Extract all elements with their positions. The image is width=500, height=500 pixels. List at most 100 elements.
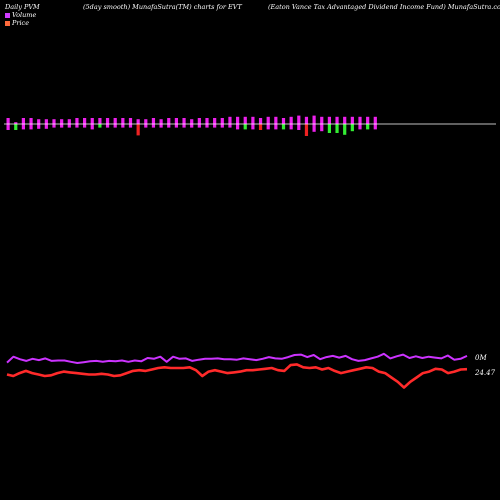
volume-bar-down	[243, 124, 247, 130]
chart-title-middle: (5day smooth) MunafaSutra(TM) charts for…	[83, 3, 242, 11]
volume-bar-up	[98, 118, 102, 124]
volume-line-label: 0M	[475, 354, 487, 362]
volume-bar-down	[37, 124, 41, 129]
volume-bar-down	[182, 124, 186, 128]
volume-bar-down	[167, 124, 171, 128]
volume-bar-up	[304, 116, 309, 124]
volume-bar-up	[37, 119, 41, 124]
volume-bar-up	[335, 116, 339, 124]
volume-bar-down	[281, 124, 286, 130]
chart-title-left: Daily PVM	[5, 3, 40, 11]
volume-bar-down	[159, 124, 163, 128]
volume-bar-up	[220, 118, 224, 124]
volume-bar-down	[251, 124, 255, 130]
volume-bar-down	[190, 124, 194, 128]
volume-bar-up	[151, 118, 156, 124]
volume-bar-down	[312, 124, 316, 132]
volume-bar-down	[151, 124, 156, 128]
volume-bar-up	[60, 119, 64, 124]
volume-bar-down	[213, 124, 217, 128]
volume-bar-up	[320, 116, 324, 124]
volume-bar-down	[113, 124, 117, 128]
volume-bar-down	[297, 124, 301, 130]
volume-bar-up	[105, 118, 110, 124]
legend-label-price: Price	[12, 19, 30, 27]
chart-title-right: (Eaton Vance Tax Advantaged Dividend Inc…	[268, 3, 500, 11]
volume-bar-up	[44, 119, 48, 124]
volume-bar-down	[128, 124, 133, 128]
legend-item-volume: Volume	[5, 11, 36, 19]
volume-bar-up	[343, 116, 347, 124]
volume-bar-down	[83, 124, 87, 128]
legend-swatch-volume	[5, 12, 10, 18]
volume-bar-down	[289, 124, 293, 130]
volume-bar-down	[343, 124, 347, 135]
volume-bar-down	[304, 124, 309, 136]
volume-bar-up	[289, 116, 293, 124]
volume-bar-down	[121, 124, 125, 128]
volume-bar-down	[350, 124, 354, 132]
volume-bar-up	[197, 118, 201, 124]
volume-bar-up	[213, 118, 217, 124]
volume-bar-down	[266, 124, 270, 130]
volume-bar-up	[90, 118, 94, 124]
volume-bar-down	[335, 124, 339, 133]
volume-bar-up	[274, 116, 278, 124]
volume-bar-down	[60, 124, 64, 128]
volume-bar-up	[167, 118, 171, 124]
volume-bar-down	[197, 124, 201, 128]
volume-bar-down	[228, 124, 232, 128]
volume-bar-down	[174, 124, 178, 128]
volume-bar-down	[236, 124, 240, 130]
volume-bar-up	[128, 118, 133, 124]
volume-bar-up	[205, 118, 209, 124]
volume-bar-down	[136, 124, 140, 136]
price-line-label: 24.47	[474, 369, 496, 377]
volume-bar-down	[274, 124, 278, 130]
volume-bar-down	[358, 124, 362, 130]
volume-bar-up	[29, 118, 33, 124]
volume-bar-down	[14, 124, 18, 130]
volume-bar-up	[251, 116, 255, 124]
volume-bar-up	[258, 118, 263, 124]
volume-bar-down	[320, 124, 324, 132]
volume-bar-up	[6, 118, 10, 124]
volume-bar-down	[327, 124, 331, 133]
volume-bar-up	[52, 119, 56, 124]
price-line	[6, 363, 468, 389]
legend-item-price: Price	[5, 19, 29, 27]
volume-line	[6, 352, 468, 364]
volume-bar-down	[373, 124, 377, 130]
volume-bar-up	[350, 116, 354, 124]
volume-bar-up	[67, 119, 71, 124]
volume-bar-down	[220, 124, 224, 128]
volume-bar-up	[14, 122, 18, 124]
volume-bar-down	[144, 124, 148, 128]
volume-bar-up	[182, 118, 186, 124]
volume-bar-down	[105, 124, 110, 128]
volume-bar-down	[258, 124, 263, 130]
volume-bar-up	[358, 116, 362, 124]
volume-bar-up	[281, 118, 286, 124]
volume-bar-down	[6, 124, 10, 130]
volume-bar-up	[236, 116, 240, 124]
volume-bar-up	[136, 119, 140, 124]
volume-bar-up	[113, 118, 117, 124]
volume-bar-up	[366, 116, 370, 124]
volume-bar-down	[75, 124, 79, 128]
volume-bar-up	[228, 116, 232, 124]
volume-bar-up	[373, 116, 377, 124]
volume-bars-layer	[6, 115, 377, 136]
volume-bar-up	[83, 118, 87, 124]
volume-bar-down	[21, 124, 25, 130]
volume-bar-down	[67, 124, 71, 128]
volume-bar-up	[121, 118, 125, 124]
volume-bar-down	[44, 124, 48, 129]
volume-bar-up	[21, 118, 25, 124]
volume-bar-up	[159, 119, 163, 124]
volume-bar-up	[144, 119, 148, 124]
volume-bar-up	[174, 118, 178, 124]
volume-bar-up	[243, 116, 247, 124]
volume-bar-up	[190, 119, 194, 124]
volume-bar-up	[312, 115, 316, 124]
